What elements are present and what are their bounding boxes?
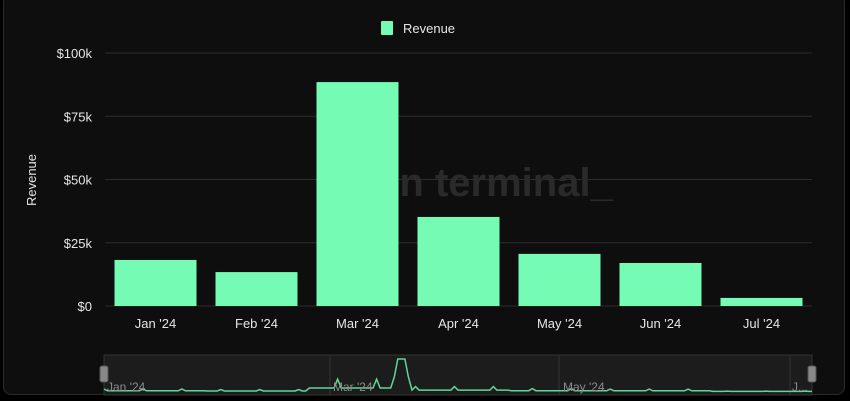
x-tick-label: Mar '24 — [336, 316, 379, 331]
legend-swatch[interactable] — [381, 21, 393, 35]
bar[interactable] — [619, 262, 702, 306]
bar[interactable] — [215, 272, 298, 306]
x-tick-label: Feb '24 — [235, 316, 278, 331]
y-tick-label: $100k — [57, 46, 93, 61]
range-navigator[interactable]: Jan '24 Mar '24 May '24 J... — [99, 354, 817, 396]
chart-panel — [3, 0, 845, 395]
navigator-label: May '24 — [563, 380, 605, 394]
bar[interactable] — [316, 82, 399, 306]
navigator-handle[interactable] — [99, 365, 109, 383]
navigator-series-line — [103, 358, 812, 393]
y-tick-label: $0 — [78, 299, 92, 314]
bar[interactable] — [518, 253, 601, 306]
navigator-label: Mar '24 — [333, 380, 373, 394]
bar[interactable] — [720, 297, 803, 306]
navigator-track[interactable] — [103, 354, 813, 396]
x-tick-label: Jul '24 — [743, 316, 780, 331]
y-axis-label: Revenue — [24, 154, 39, 206]
bar[interactable] — [417, 216, 500, 306]
y-tick-label: $25k — [64, 236, 93, 251]
x-tick-label: Apr '24 — [438, 316, 479, 331]
navigator-label: Jan '24 — [107, 380, 146, 394]
y-tick-label: $50k — [64, 173, 93, 188]
bar[interactable] — [114, 259, 197, 306]
legend-label[interactable]: Revenue — [403, 21, 455, 36]
x-tick-label: Jun '24 — [640, 316, 682, 331]
navigator-label: J... — [792, 380, 808, 394]
x-tick-label: Jan '24 — [135, 316, 177, 331]
y-tick-label: $75k — [64, 109, 93, 124]
x-tick-label: May '24 — [537, 316, 582, 331]
navigator-handle[interactable] — [807, 365, 817, 383]
